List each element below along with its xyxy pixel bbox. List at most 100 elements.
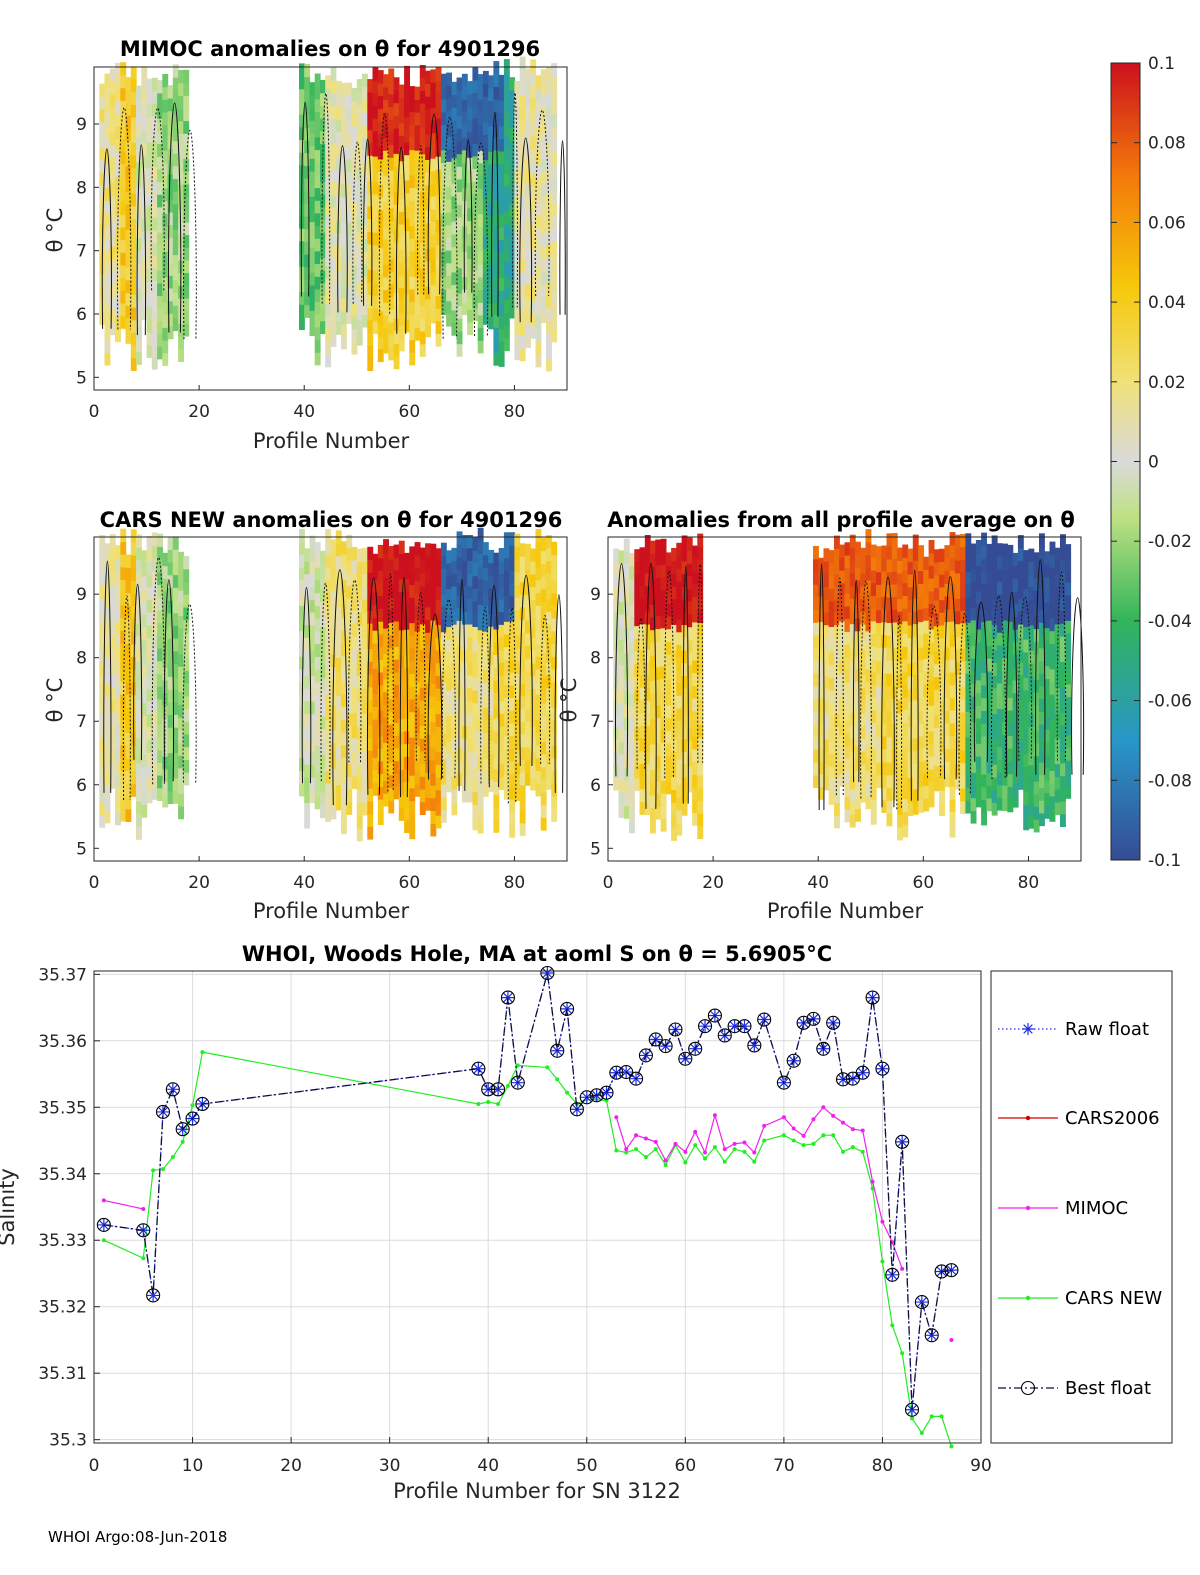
heatmap-cell (335, 296, 342, 310)
heatmap-cell (325, 278, 332, 292)
heatmap-cell (383, 289, 389, 303)
heatmap-cell (509, 595, 516, 609)
heatmap-cell (351, 737, 358, 751)
heatmap-cell (613, 586, 620, 600)
heatmap-cell (178, 171, 184, 185)
heatmap-cell (115, 62, 121, 77)
heatmap-cell (1065, 709, 1072, 723)
heatmap-cell (141, 804, 148, 818)
y-tick-label: 7 (590, 712, 601, 732)
heatmap-cell (446, 237, 452, 251)
heatmap-cell (514, 635, 521, 649)
heatmap-cell (870, 608, 877, 622)
heatmap-cell (975, 616, 982, 630)
heatmap-cell (409, 276, 416, 290)
heatmap-cell (650, 667, 656, 682)
heatmap-cell (530, 312, 537, 327)
heatmap-cell (876, 749, 882, 763)
heatmap-cell (509, 89, 516, 104)
heatmap-cell (949, 595, 956, 609)
heatmap-cell (823, 713, 830, 727)
heatmap-cell (650, 604, 656, 618)
heatmap-cell (304, 63, 311, 78)
heatmap-cell (172, 216, 179, 230)
heatmap-cell (125, 681, 132, 695)
heatmap-cell (823, 751, 830, 765)
heatmap-cell (130, 294, 137, 308)
heatmap-cell (335, 543, 342, 557)
legend-marker (1025, 1295, 1031, 1301)
heatmap-cell (130, 542, 137, 556)
best-float-point (569, 1102, 584, 1117)
heatmap-cell (335, 632, 342, 646)
heatmap-cell (398, 84, 405, 98)
heatmap-cell (409, 686, 416, 700)
heatmap-cell (461, 86, 468, 100)
heatmap-cell (472, 817, 479, 831)
heatmap-cell (503, 185, 510, 200)
x-tick-label: 0 (89, 873, 100, 893)
heatmap-cell (891, 698, 898, 712)
heatmap-cell (923, 785, 930, 799)
heatmap-cell (341, 820, 347, 835)
heatmap-cell (540, 639, 547, 653)
heatmap-cell (157, 181, 163, 195)
contour-line (116, 106, 132, 330)
heatmap-cell (634, 587, 641, 601)
heatmap-cell (425, 644, 431, 659)
heatmap-cell (409, 263, 416, 277)
heatmap-cell (509, 153, 516, 167)
heatmap-cell (1054, 751, 1061, 765)
heatmap-cell (136, 813, 142, 828)
heatmap-cell (404, 217, 410, 232)
y-tick-label: 35.36 (38, 1032, 87, 1052)
heatmap-cell (125, 554, 132, 568)
heatmap-cell (151, 204, 158, 218)
heatmap-cell (314, 770, 321, 784)
heatmap-cell (341, 795, 347, 809)
heatmap-cell (828, 689, 835, 704)
heatmap-cell (335, 797, 342, 811)
series-point (693, 1143, 698, 1148)
heatmap-cell (644, 700, 651, 714)
heatmap-cell (865, 567, 872, 581)
heatmap-cell (183, 733, 190, 748)
raw-float-point (758, 1013, 771, 1026)
heatmap-cell (650, 540, 656, 554)
heatmap-cell (970, 810, 977, 824)
heatmap-cell (665, 590, 672, 604)
heatmap-cell (949, 557, 956, 571)
heatmap-cell (618, 550, 625, 564)
heatmap-cell (551, 113, 558, 128)
heatmap-cell (167, 625, 174, 639)
heatmap-cell (514, 346, 521, 361)
heatmap-cell (954, 661, 961, 675)
heatmap-cell (425, 146, 431, 160)
heatmap-cell (891, 774, 898, 788)
heatmap-cell (151, 773, 158, 788)
heatmap-cell (125, 770, 132, 784)
heatmap-cell (388, 800, 395, 814)
heatmap-cell (918, 596, 924, 610)
heatmap-cell (623, 551, 630, 565)
best-float-point (757, 1012, 772, 1027)
heatmap-cell (377, 659, 384, 673)
heatmap-cell (933, 663, 940, 677)
heatmap-cell (167, 161, 174, 175)
heatmap-cell (104, 162, 111, 176)
heatmap-cell (162, 74, 169, 88)
heatmap-cell (299, 567, 305, 581)
heatmap-cell (665, 565, 672, 579)
heatmap-cell (540, 145, 547, 159)
heatmap-cell (404, 230, 410, 244)
heatmap-cell (870, 798, 877, 812)
heatmap-cell (525, 759, 531, 774)
heatmap-cell (629, 794, 635, 808)
heatmap-cell (482, 580, 489, 594)
heatmap-cell (613, 777, 620, 791)
heatmap-cell (493, 629, 500, 643)
heatmap-cell (467, 751, 473, 765)
heatmap-cell (1044, 640, 1051, 654)
heatmap-cell (409, 673, 416, 687)
heatmap-cell (681, 777, 688, 791)
